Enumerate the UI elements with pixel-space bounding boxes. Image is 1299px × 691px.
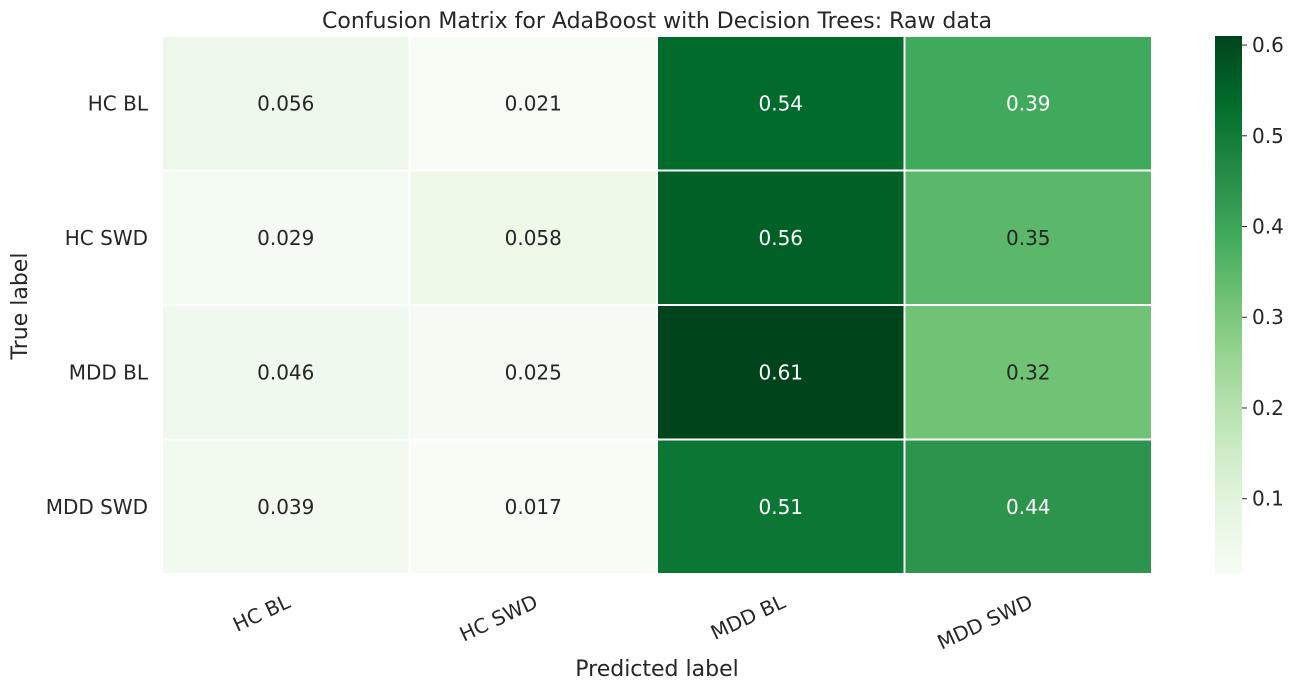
heatmap-cell — [408, 438, 658, 575]
heatmap-cell-label: 0.32 — [1006, 360, 1051, 384]
heatmap-cell — [408, 304, 658, 441]
heatmap-cell — [161, 35, 411, 172]
heatmap-cell — [656, 35, 906, 172]
heatmap-cell-label: 0.39 — [1006, 91, 1051, 115]
colorbar-tick-label: 0.2 — [1252, 396, 1284, 420]
heatmap-cell — [903, 438, 1153, 575]
heatmap-cell-label: 0.021 — [505, 91, 562, 115]
heatmap-cell-label: 0.017 — [505, 495, 562, 519]
heatmap-cell-label: 0.056 — [257, 91, 314, 115]
x-tick-label: HC SWD — [456, 589, 542, 646]
heatmap-cell — [903, 169, 1153, 306]
heatmap-cell — [656, 438, 906, 575]
heatmap-cell-label: 0.61 — [758, 360, 803, 384]
heatmap-cell — [903, 35, 1153, 172]
heatmap-cell-label: 0.029 — [257, 226, 314, 250]
x-tick-label: HC BL — [229, 589, 295, 637]
heatmap-cell — [161, 438, 411, 575]
y-tick-label: MDD BL — [69, 360, 149, 384]
colorbar-tick-label: 0.6 — [1252, 33, 1284, 57]
colorbar-tick-label: 0.5 — [1252, 124, 1284, 148]
colorbar-tick-label: 0.3 — [1252, 305, 1284, 329]
heatmap-cell — [408, 35, 658, 172]
heatmap-cell-label: 0.039 — [257, 495, 314, 519]
heatmap-cell — [903, 304, 1153, 441]
y-axis-label: True label — [8, 253, 33, 361]
colorbar-tick-label: 0.4 — [1252, 215, 1284, 239]
y-tick-label: HC SWD — [65, 226, 148, 250]
colorbar-ticks: 0.1 0.2 0.3 0.4 0.5 0.6 — [1242, 33, 1284, 511]
colorbar-tick-label: 0.1 — [1252, 487, 1284, 511]
x-axis-ticks: HC BL HC SWD MDD BL MDD SWD — [229, 589, 1036, 654]
heatmap-cells — [161, 35, 1153, 575]
heatmap-cell-label: 0.025 — [505, 360, 562, 384]
chart-title: Confusion Matrix for AdaBoost with Decis… — [322, 9, 992, 34]
heatmap-cell-label: 0.51 — [758, 495, 803, 519]
y-axis-ticks: HC BL HC SWD MDD BL MDD SWD — [46, 91, 149, 519]
heatmap-cell-label: 0.54 — [758, 91, 803, 115]
heatmap-cell-label: 0.44 — [1006, 495, 1051, 519]
colorbar — [1215, 36, 1242, 574]
heatmap-cell-label: 0.56 — [758, 226, 803, 250]
heatmap-cell — [408, 169, 658, 306]
x-tick-label: MDD BL — [707, 589, 790, 645]
y-tick-label: MDD SWD — [46, 495, 148, 519]
heatmap-cell-label: 0.058 — [505, 226, 562, 250]
heatmap-cell-label: 0.046 — [257, 360, 314, 384]
x-axis-label: Predicted label — [575, 657, 738, 682]
x-tick-label: MDD SWD — [933, 589, 1036, 654]
y-tick-label: HC BL — [88, 91, 149, 115]
heatmap-cell — [161, 169, 411, 306]
heatmap-cell-labels: 0.056 0.021 0.54 0.39 0.029 0.058 0.56 0.35 0.04… — [257, 91, 1050, 519]
heatmap-cell-label: 0.35 — [1006, 226, 1051, 250]
